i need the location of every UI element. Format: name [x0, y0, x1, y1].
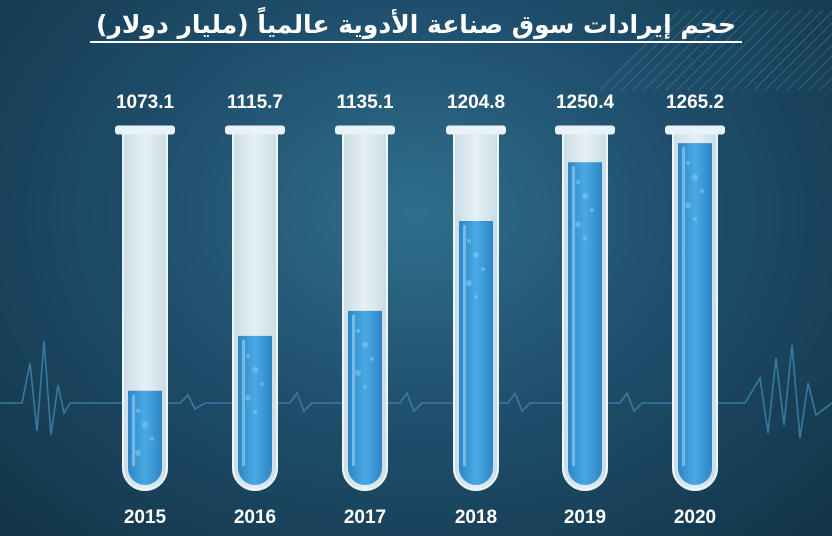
bar-2017 — [348, 310, 382, 485]
tube-rim — [446, 125, 506, 135]
heartbeat-line — [0, 340, 832, 439]
x-tick-2018: 2018 — [455, 507, 497, 528]
chart-title-text: حجم إيرادات سوق صناعة الأدوية عالمياً (م… — [90, 10, 742, 43]
chart-title: حجم إيرادات سوق صناعة الأدوية عالمياً (م… — [0, 10, 832, 43]
bar-2015 — [128, 390, 162, 485]
tube-2018: 1204.8 2018 — [446, 92, 506, 528]
tube-rim — [555, 125, 615, 135]
value-label-2016: 1115.7 — [227, 92, 283, 113]
x-tick-2019: 2019 — [564, 507, 606, 528]
value-label-2020: 1265.2 — [666, 92, 724, 113]
background-decoration — [599, 9, 832, 91]
tubes-group: 1073.1 2015 1115.7 2016 1135.1 2017 1204.8 2018… — [115, 92, 725, 528]
tube-2017: 1135.1 2017 — [335, 92, 395, 528]
tube-2020: 1265.2 2020 — [665, 92, 725, 528]
tube-2016: 1115.7 2016 — [225, 92, 285, 528]
bar-2018 — [459, 221, 493, 485]
tube-rim — [335, 125, 395, 135]
bar-2019 — [568, 162, 602, 486]
x-tick-2020: 2020 — [674, 507, 716, 528]
value-label-2017: 1135.1 — [336, 92, 393, 113]
x-tick-2015: 2015 — [124, 507, 167, 528]
tube-rim — [115, 125, 175, 135]
value-label-2019: 1250.4 — [556, 92, 615, 113]
tube-rim — [665, 125, 725, 135]
x-tick-2016: 2016 — [234, 507, 276, 528]
value-label-2018: 1204.8 — [447, 92, 505, 113]
tube-2015: 1073.1 2015 — [115, 92, 175, 528]
x-tick-2017: 2017 — [344, 507, 386, 528]
bar-2020 — [678, 143, 712, 486]
tube-2019: 1250.4 2019 — [555, 92, 615, 528]
value-label-2015: 1073.1 — [116, 92, 175, 113]
tube-rim — [225, 125, 285, 135]
